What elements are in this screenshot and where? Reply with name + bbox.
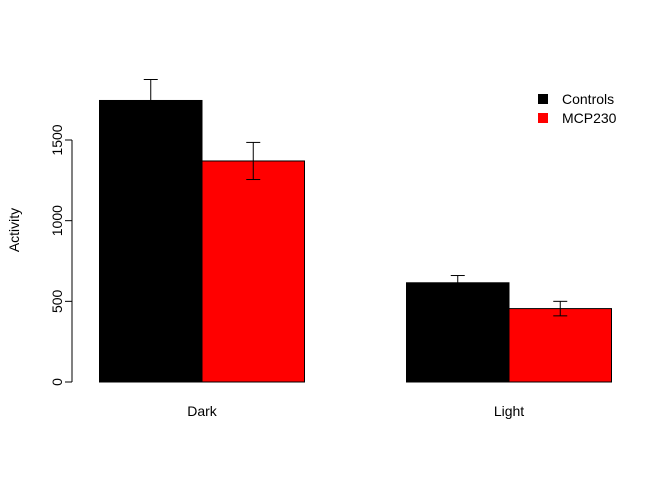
y-tick-label: 0	[49, 378, 65, 386]
x-tick-label: Dark	[187, 403, 218, 419]
legend-label: Controls	[562, 91, 614, 107]
bars	[99, 99, 612, 383]
y-tick-label: 500	[49, 289, 65, 313]
error-bars	[143, 79, 568, 317]
y-tick-label: 1500	[49, 124, 65, 155]
legend: Controls MCP230	[538, 91, 617, 126]
x-tick-labels: Dark Light	[187, 403, 524, 419]
y-axis-label: Activity	[6, 208, 22, 252]
legend-label: MCP230	[562, 110, 617, 126]
x-tick-label: Light	[494, 403, 524, 419]
bar-dark-mcp230	[201, 160, 305, 383]
legend-swatch-controls	[538, 94, 548, 104]
bar-light-controls	[406, 282, 510, 383]
bar-dark-controls	[99, 99, 203, 383]
bar-light-mcp230	[508, 308, 612, 383]
legend-swatch-mcp230	[538, 113, 548, 123]
y-axis: 0 500 1000 1500	[49, 124, 73, 386]
y-tick-label: 1000	[49, 205, 65, 236]
